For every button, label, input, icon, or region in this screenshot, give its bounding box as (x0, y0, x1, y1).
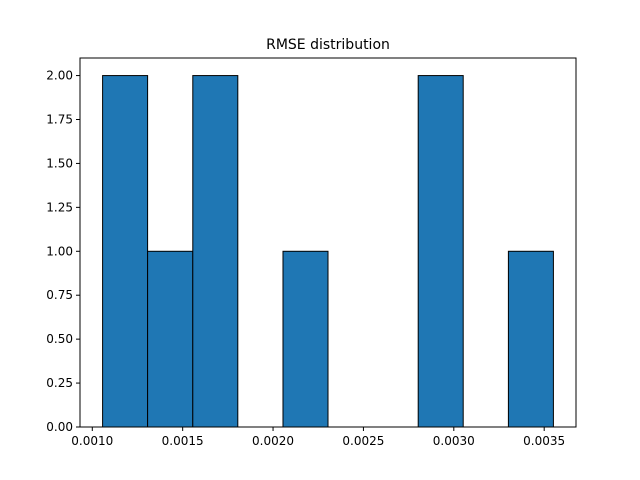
y-tick-label: 0.00 (46, 420, 73, 434)
x-tick-label: 0.0015 (162, 434, 204, 448)
y-tick-label: 1.00 (46, 244, 73, 258)
y-tick-label: 1.25 (46, 200, 73, 214)
bars-group (102, 75, 554, 428)
chart-title: RMSE distribution (266, 37, 390, 53)
histogram-bar-1 (147, 250, 194, 428)
x-tick-label: 0.0030 (433, 434, 475, 448)
x-tick-label: 0.0025 (342, 434, 384, 448)
histogram-bar-4 (282, 250, 329, 428)
x-tick-label: 0.0035 (523, 434, 565, 448)
histogram-bar-9 (507, 250, 554, 428)
x-axis: 0.0010 0.0015 0.0020 0.0025 0.0030 0.0035 (71, 427, 565, 448)
y-axis: 0.00 0.25 0.50 0.75 1.00 1.25 1.50 1.75 2.00 (46, 69, 80, 434)
histogram-bar-0 (102, 75, 149, 428)
x-tick-label: 0.0010 (71, 434, 113, 448)
y-tick-label: 1.75 (46, 113, 73, 127)
axes-frame (79, 57, 577, 428)
y-tick-label: 0.50 (46, 332, 73, 346)
y-tick-label: 1.50 (46, 156, 73, 170)
x-tick-label: 0.0020 (252, 434, 294, 448)
histogram-bar-2 (192, 75, 239, 428)
y-tick-label: 2.00 (46, 69, 73, 83)
y-tick-label: 0.25 (46, 376, 73, 390)
histogram-bar-7 (417, 75, 464, 428)
y-tick-label: 0.75 (46, 288, 73, 302)
